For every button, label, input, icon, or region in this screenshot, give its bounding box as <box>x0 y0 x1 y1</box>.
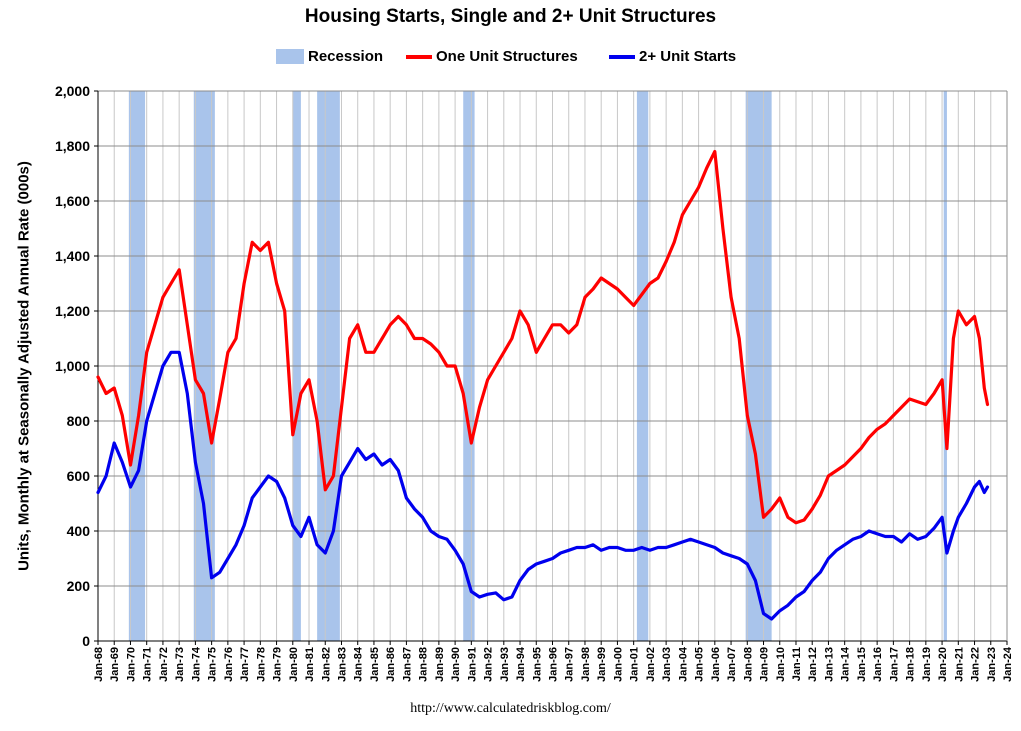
x-tick-label: Jan-87 <box>401 647 413 682</box>
x-tick-label: Jan-12 <box>807 647 819 682</box>
x-tick-label: Jan-68 <box>93 647 105 682</box>
x-tick-label: Jan-89 <box>434 647 446 682</box>
y-tick-label: 1,800 <box>55 138 90 154</box>
x-tick-label: Jan-17 <box>888 647 900 682</box>
x-tick-label: Jan-07 <box>726 647 738 682</box>
x-tick-label: Jan-88 <box>418 647 430 682</box>
source-url: http://www.calculatedriskblog.com/ <box>410 701 611 716</box>
y-tick-label: 200 <box>67 578 91 594</box>
y-tick-label: 0 <box>82 633 90 649</box>
legend-item-two-plus: 2+ Unit Starts <box>609 48 736 65</box>
x-tick-label: Jan-16 <box>872 647 884 682</box>
x-tick-label: Jan-79 <box>272 647 284 682</box>
x-tick-label: Jan-08 <box>742 647 754 682</box>
x-tick-label: Jan-21 <box>953 647 965 682</box>
x-tick-label: Jan-02 <box>645 647 657 682</box>
x-tick-label: Jan-86 <box>385 647 397 682</box>
series-line-two-plus <box>96 350 990 621</box>
x-tick-label: Jan-98 <box>580 647 592 682</box>
x-tick-label: Jan-69 <box>109 647 121 682</box>
y-tick-label: 2,000 <box>55 83 90 99</box>
x-tick-label: Jan-24 <box>1002 646 1014 682</box>
x-tick-label: Jan-75 <box>207 647 219 682</box>
x-tick-label: Jan-99 <box>596 647 608 682</box>
recession-swatch <box>276 49 304 64</box>
x-tick-label: Jan-22 <box>970 647 982 682</box>
x-tick-label: Jan-93 <box>499 647 511 682</box>
x-tick-label: Jan-00 <box>612 647 624 682</box>
x-tick-label: Jan-91 <box>466 647 478 682</box>
one-unit-swatch <box>406 54 432 59</box>
x-tick-label: Jan-71 <box>142 647 154 682</box>
y-tick-label: 400 <box>67 523 91 539</box>
legend-label-recession: Recession <box>308 48 384 65</box>
x-tick-label: Jan-85 <box>369 647 381 682</box>
x-tick-label: Jan-19 <box>921 647 933 682</box>
legend-item-recession: Recession <box>276 48 383 65</box>
legend-label-two-plus: 2+ Unit Starts <box>639 48 737 65</box>
x-tick-label: Jan-14 <box>840 646 852 682</box>
legend-item-one-unit: One Unit Structures <box>406 48 578 65</box>
x-tick-label: Jan-15 <box>856 647 868 682</box>
y-tick-label: 1,200 <box>55 303 90 319</box>
x-tick-label: Jan-92 <box>483 647 495 682</box>
legend-label-one-unit: One Unit Structures <box>436 48 578 65</box>
x-tick-label: Jan-96 <box>548 647 560 682</box>
two-plus-swatch <box>609 54 635 59</box>
x-tick-label: Jan-03 <box>661 647 673 682</box>
x-tick-label: Jan-83 <box>336 647 348 682</box>
x-tick-label: Jan-70 <box>125 647 137 682</box>
x-tick-label: Jan-04 <box>677 646 689 682</box>
x-tick-label: Jan-81 <box>304 647 316 682</box>
x-tick-label: Jan-78 <box>255 647 267 682</box>
y-tick-label: 600 <box>67 468 91 484</box>
x-tick-label: Jan-76 <box>223 647 235 682</box>
x-tick-label: Jan-73 <box>174 647 186 682</box>
x-tick-label: Jan-05 <box>694 647 706 682</box>
x-tick-label: Jan-82 <box>320 647 332 682</box>
x-tick-label: Jan-80 <box>288 647 300 682</box>
y-tick-label: 1,000 <box>55 358 90 374</box>
x-tick-label: Jan-10 <box>775 647 787 682</box>
y-tick-label: 800 <box>67 413 91 429</box>
x-tick-label: Jan-23 <box>986 647 998 682</box>
series-line-one-unit <box>96 149 990 525</box>
x-tick-label: Jan-84 <box>353 646 365 682</box>
legend: Recession One Unit Structures 2+ Unit St… <box>0 48 1021 68</box>
x-tick-label: Jan-01 <box>629 647 641 682</box>
y-tick-label: 1,400 <box>55 248 90 264</box>
x-tick-label: Jan-90 <box>450 647 462 682</box>
x-tick-label: Jan-95 <box>531 647 543 682</box>
y-tick-label: 1,600 <box>55 193 90 209</box>
x-tick-label: Jan-06 <box>710 647 722 682</box>
x-tick-label: Jan-94 <box>515 646 527 682</box>
x-tick-label: Jan-97 <box>564 647 576 682</box>
x-tick-label: Jan-74 <box>190 646 202 682</box>
x-tick-label: Jan-18 <box>905 647 917 682</box>
x-tick-label: Jan-72 <box>158 647 170 682</box>
x-tick-label: Jan-13 <box>823 647 835 682</box>
x-tick-label: Jan-20 <box>937 647 949 682</box>
x-tick-label: Jan-77 <box>239 647 251 682</box>
x-tick-label: Jan-11 <box>791 647 803 681</box>
chart-title: Housing Starts, Single and 2+ Unit Struc… <box>304 6 717 27</box>
x-tick-label: Jan-09 <box>759 647 771 682</box>
